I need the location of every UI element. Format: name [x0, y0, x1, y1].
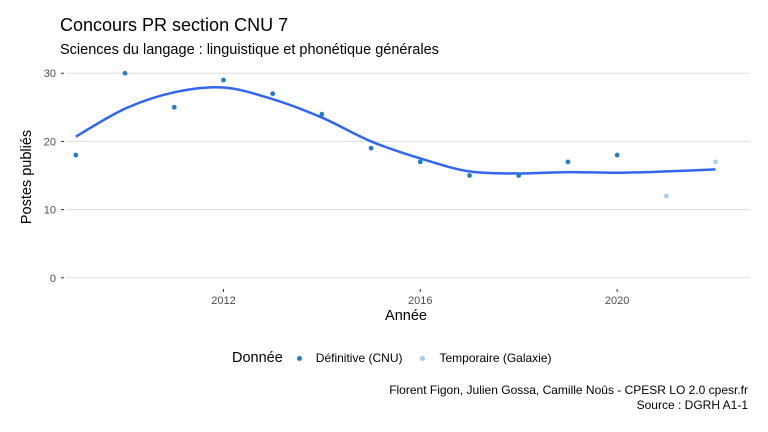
data-point-s0-2017	[467, 173, 472, 178]
legend-item-temporaire: Temporaire (Galaxie)	[420, 351, 552, 365]
y-tick-label-10: 10	[44, 205, 56, 217]
y-tick-label-30: 30	[44, 68, 56, 80]
legend-dot-definitive	[296, 355, 302, 361]
legend-title: Donnée	[232, 350, 283, 366]
caption-source: Source : DGRH A1-1	[636, 398, 748, 412]
grid-lines	[66, 72, 750, 279]
data-point-s0-2012	[221, 77, 226, 83]
legend-item-definitive: Définitive (CNU)	[296, 351, 403, 365]
caption: Florent Figon, Julien Gossa, Camille Noû…	[389, 383, 748, 413]
legend-dot-temporaire	[420, 355, 426, 361]
data-point-s0-2018	[516, 173, 522, 178]
caption-credits: Florent Figon, Julien Gossa, Camille Noû…	[389, 383, 748, 397]
legend: Donnée Définitive (CNU) Temporaire (Gala…	[232, 350, 570, 366]
y-tick-label-20: 20	[44, 136, 56, 148]
x-axis-ticks: 2012 2016 2020	[211, 289, 629, 307]
data-point-s0-2009	[73, 152, 79, 158]
x-tick-label-2012: 2012	[211, 295, 235, 307]
data-points	[73, 70, 718, 199]
y-axis-label: Postes publiés	[19, 130, 35, 224]
data-point-s0-2015	[368, 145, 374, 151]
x-tick-label-2020: 2020	[605, 295, 629, 307]
x-tick-label-2016: 2016	[408, 295, 432, 307]
data-point-s0-2019	[565, 159, 571, 165]
data-point-s1-2021	[663, 193, 669, 199]
legend-label-definitive: Définitive (CNU)	[315, 351, 403, 365]
chart-title: Concours PR section CNU 7	[60, 15, 289, 35]
data-point-s1-2022	[713, 159, 718, 165]
legend-label-temporaire: Temporaire (Galaxie)	[439, 351, 552, 365]
data-point-s0-2016	[417, 159, 423, 165]
x-axis-label: Année	[385, 308, 427, 324]
data-point-s0-2013	[270, 91, 276, 97]
chart-subtitle: Sciences du langage : linguistique et ph…	[60, 42, 439, 58]
data-point-s0-2011	[171, 104, 177, 110]
data-point-s0-2010	[122, 70, 128, 76]
y-axis-ticks: 0 10 20 30	[44, 68, 64, 285]
y-tick-label-0: 0	[50, 273, 56, 285]
smooth-trend-line	[75, 86, 716, 175]
data-point-s0-2020	[614, 152, 620, 158]
data-point-s0-2014	[319, 111, 325, 117]
